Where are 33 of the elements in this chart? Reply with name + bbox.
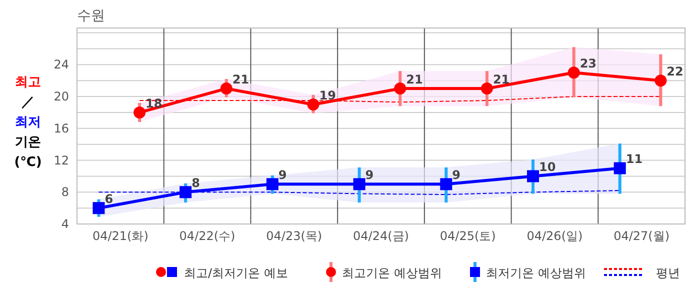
x-tick-label: 04/27(월) — [614, 229, 670, 243]
x-tick-label: 04/23(목) — [266, 229, 322, 243]
chart-title: 수원 — [77, 8, 105, 24]
data-label: 21 — [492, 72, 510, 87]
legend-label: 최저기온 예상범위 — [486, 266, 586, 280]
data-label: 22 — [666, 64, 684, 79]
data-label: 8 — [192, 176, 200, 190]
y-tick-label: 16 — [54, 121, 69, 136]
y-tick-label: 20 — [54, 90, 69, 104]
data-label: 9 — [452, 168, 460, 182]
y-tick-label: 8 — [61, 185, 69, 200]
data-label: 21 — [232, 72, 250, 87]
y-tick-label: 24 — [54, 58, 69, 72]
data-label: 10 — [539, 160, 556, 174]
x-tick-label: 04/24(금) — [353, 229, 409, 243]
legend-label: 최고기온 예상범위 — [342, 266, 442, 280]
x-tick-label: 04/26(일) — [526, 229, 583, 243]
data-label: 9 — [278, 168, 287, 182]
legend-label: 평년 — [656, 266, 680, 280]
x-tick-label: 04/21(화) — [92, 229, 148, 243]
y-tick-label: 12 — [54, 153, 69, 168]
data-label: 11 — [626, 152, 643, 166]
text: 최고/최저기온 예보 — [184, 266, 288, 280]
data-label: 18 — [146, 96, 162, 110]
data-label: 21 — [406, 72, 423, 87]
data-label: 23 — [580, 56, 597, 71]
data-label: 9 — [365, 168, 374, 182]
x-tick-label: 04/22(수) — [179, 229, 236, 243]
y-axis-title: 최고 ／ 최저 기온 (℃) — [14, 75, 42, 170]
data-label: 19 — [319, 88, 336, 102]
y-tick-label: 4 — [61, 217, 69, 231]
x-tick-label: 04/25(토) — [440, 229, 496, 243]
data-label: 6 — [104, 192, 114, 206]
